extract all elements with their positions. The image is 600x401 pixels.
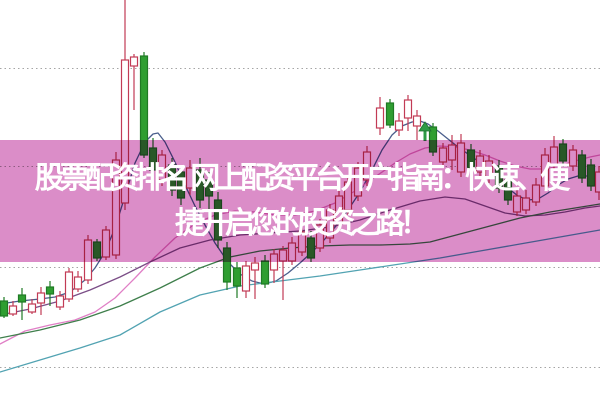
candle-body: [250, 262, 260, 271]
banner-headline-line2: 捷开启您的投资之路！: [175, 206, 430, 241]
candle-body: [385, 102, 395, 126]
candle-body: [55, 295, 65, 308]
up-arrow-marker: [418, 121, 432, 141]
candle-body: [260, 260, 270, 285]
candle-body: [232, 267, 242, 287]
candle-body: [45, 286, 55, 295]
banner-headline-line1: 股票配资排名 网上配资平台开户指南：快速、便: [34, 161, 570, 196]
candle-body: [17, 294, 27, 303]
banner-headline: 股票配资排名 网上配资平台开户指南：快速、便 捷开启您的投资之路！: [0, 140, 600, 262]
candle-body: [27, 303, 37, 313]
candle-body: [0, 300, 9, 317]
up-arrow-head: [418, 121, 432, 132]
candle-body: [129, 56, 139, 67]
candle-body: [73, 276, 83, 290]
candle-body: [36, 292, 46, 304]
candle-body: [394, 120, 404, 131]
candle-body: [412, 115, 422, 127]
candle-body: [375, 107, 385, 129]
promo-banner-overlay: [0, 140, 600, 262]
candle-body: [8, 305, 18, 315]
candle-body: [64, 271, 74, 300]
candle-body: [241, 265, 251, 292]
candle-body: [403, 99, 413, 119]
